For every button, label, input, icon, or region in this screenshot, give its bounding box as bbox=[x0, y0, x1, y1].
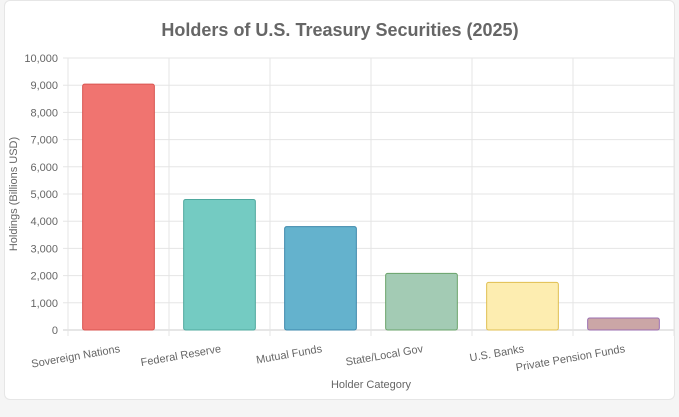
y-tick-label: 9,000 bbox=[30, 80, 58, 92]
bar-federal-reserve[interactable] bbox=[183, 198, 256, 331]
x-tick-label: Sovereign Nations bbox=[30, 343, 121, 371]
bar-state-local-gov[interactable] bbox=[385, 272, 458, 331]
y-tick-label: 0 bbox=[52, 325, 58, 337]
x-tick-label: Private Pension Funds bbox=[515, 343, 627, 374]
y-tick-label: 3,000 bbox=[30, 243, 58, 255]
chart-title: Holders of U.S. Treasury Securities (202… bbox=[161, 20, 518, 40]
y-tick-label: 6,000 bbox=[30, 162, 58, 174]
x-tick-label: Mutual Funds bbox=[255, 343, 323, 366]
y-axis-title: Holdings (Billions USD) bbox=[8, 137, 20, 251]
y-tick-label: 4,000 bbox=[30, 216, 58, 228]
x-axis-title: Holder Category bbox=[331, 379, 412, 391]
bar-mutual-funds[interactable] bbox=[284, 226, 357, 331]
y-tick-label: 10,000 bbox=[24, 53, 58, 65]
bar-sovereign-nations[interactable] bbox=[82, 83, 155, 331]
x-tick-label: State/Local Gov bbox=[345, 343, 425, 368]
bar-u-s-banks[interactable] bbox=[486, 281, 559, 331]
y-tick-label: 1,000 bbox=[30, 298, 58, 310]
bar-private-pension-funds[interactable] bbox=[587, 317, 660, 331]
x-tick-label: Federal Reserve bbox=[140, 343, 222, 369]
y-tick-label: 7,000 bbox=[30, 135, 58, 147]
y-tick-label: 5,000 bbox=[30, 189, 58, 201]
y-tick-label: 2,000 bbox=[30, 271, 58, 283]
y-tick-label: 8,000 bbox=[30, 107, 58, 119]
